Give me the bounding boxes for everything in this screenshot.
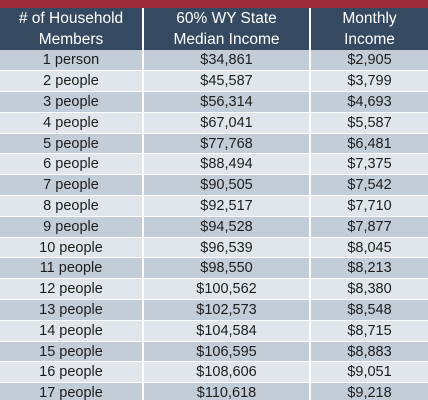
median-income-cell: $67,041 [143,112,311,134]
monthly-income-cell: $8,380 [310,278,428,301]
monthly-income-cell: $3,799 [310,70,428,93]
table-row: 9 people $94,528 $7,877 [0,216,428,238]
header-line: Median Income [173,31,280,48]
household-members-cell: 9 people [0,216,144,238]
monthly-income-cell: $6,481 [310,133,428,155]
median-income-cell: $100,562 [143,278,311,301]
median-income-cell: $102,573 [143,299,311,321]
table-row: 7 people $90,505 $7,542 [0,174,428,197]
header-median-income: 60% WY State Median Income [143,8,311,50]
table-row: 12 people $100,562 $8,380 [0,278,428,301]
median-income-cell: $90,505 [143,174,311,197]
table-row: 16 people $108,606 $9,051 [0,361,428,384]
median-income-cell: $34,861 [143,50,311,72]
household-members-cell: 11 people [0,257,144,280]
table-row: 4 people $67,041 $5,587 [0,112,428,134]
median-income-cell: $98,550 [143,257,311,280]
header-household-members: # of Household Members [0,8,144,50]
household-members-cell: 14 people [0,320,144,342]
monthly-income-cell: $8,883 [310,341,428,363]
header-line: Monthly [342,10,397,27]
monthly-income-cell: $9,051 [310,361,428,384]
household-members-cell: 16 people [0,361,144,384]
household-members-cell: 13 people [0,299,144,321]
median-income-cell: $77,768 [143,133,311,155]
income-table: # of Household Members 60% WY State Medi… [0,8,428,400]
header-line: Members [38,31,104,48]
table-row: 14 people $104,584 $8,715 [0,320,428,342]
header-line: # of Household [18,10,124,27]
median-income-cell: $56,314 [143,91,311,113]
monthly-income-cell: $8,213 [310,257,428,280]
household-members-cell: 15 people [0,341,144,363]
table-row: 3 people $56,314 $4,693 [0,91,428,113]
household-members-cell: 8 people [0,195,144,217]
table-row: 1 person $34,861 $2,905 [0,50,428,72]
header-line: Income [344,31,395,48]
household-members-cell: 3 people [0,91,144,113]
household-members-cell: 5 people [0,133,144,155]
monthly-income-cell: $9,218 [310,382,428,400]
monthly-income-cell: $7,877 [310,216,428,238]
monthly-income-cell: $2,905 [310,50,428,72]
monthly-income-cell: $7,542 [310,174,428,197]
table-row: 17 people $110,618 $9,218 [0,382,428,400]
median-income-cell: $45,587 [143,70,311,93]
header-line: 60% WY State [176,10,277,27]
median-income-cell: $96,539 [143,237,311,259]
table-row: 15 people $106,595 $8,883 [0,341,428,363]
median-income-cell: $88,494 [143,153,311,176]
table-row: 6 people $88,494 $7,375 [0,153,428,176]
median-income-cell: $94,528 [143,216,311,238]
monthly-income-cell: $7,375 [310,153,428,176]
table-row: 5 people $77,768 $6,481 [0,133,428,155]
header-monthly-income: Monthly Income [310,8,428,50]
table-header: # of Household Members 60% WY State Medi… [0,8,428,50]
accent-bar [0,0,428,8]
household-members-cell: 7 people [0,174,144,197]
table-row: 10 people $96,539 $8,045 [0,237,428,259]
monthly-income-cell: $7,710 [310,195,428,217]
median-income-cell: $108,606 [143,361,311,384]
monthly-income-cell: $8,715 [310,320,428,342]
household-members-cell: 2 people [0,70,144,93]
household-members-cell: 6 people [0,153,144,176]
table-row: 11 people $98,550 $8,213 [0,257,428,280]
table-row: 8 people $92,517 $7,710 [0,195,428,217]
header-row: # of Household Members 60% WY State Medi… [0,8,428,50]
median-income-cell: $104,584 [143,320,311,342]
table-row: 13 people $102,573 $8,548 [0,299,428,321]
monthly-income-cell: $4,693 [310,91,428,113]
monthly-income-cell: $8,548 [310,299,428,321]
household-members-cell: 12 people [0,278,144,301]
table-body: 1 person $34,861 $2,905 2 people $45,587 $3,7… [0,50,428,400]
monthly-income-cell: $5,587 [310,112,428,134]
household-members-cell: 4 people [0,112,144,134]
household-members-cell: 17 people [0,382,144,400]
median-income-cell: $110,618 [143,382,311,400]
table-row: 2 people $45,587 $3,799 [0,70,428,93]
household-members-cell: 1 person [0,50,144,72]
median-income-cell: $106,595 [143,341,311,363]
monthly-income-cell: $8,045 [310,237,428,259]
median-income-cell: $92,517 [143,195,311,217]
household-members-cell: 10 people [0,237,144,259]
